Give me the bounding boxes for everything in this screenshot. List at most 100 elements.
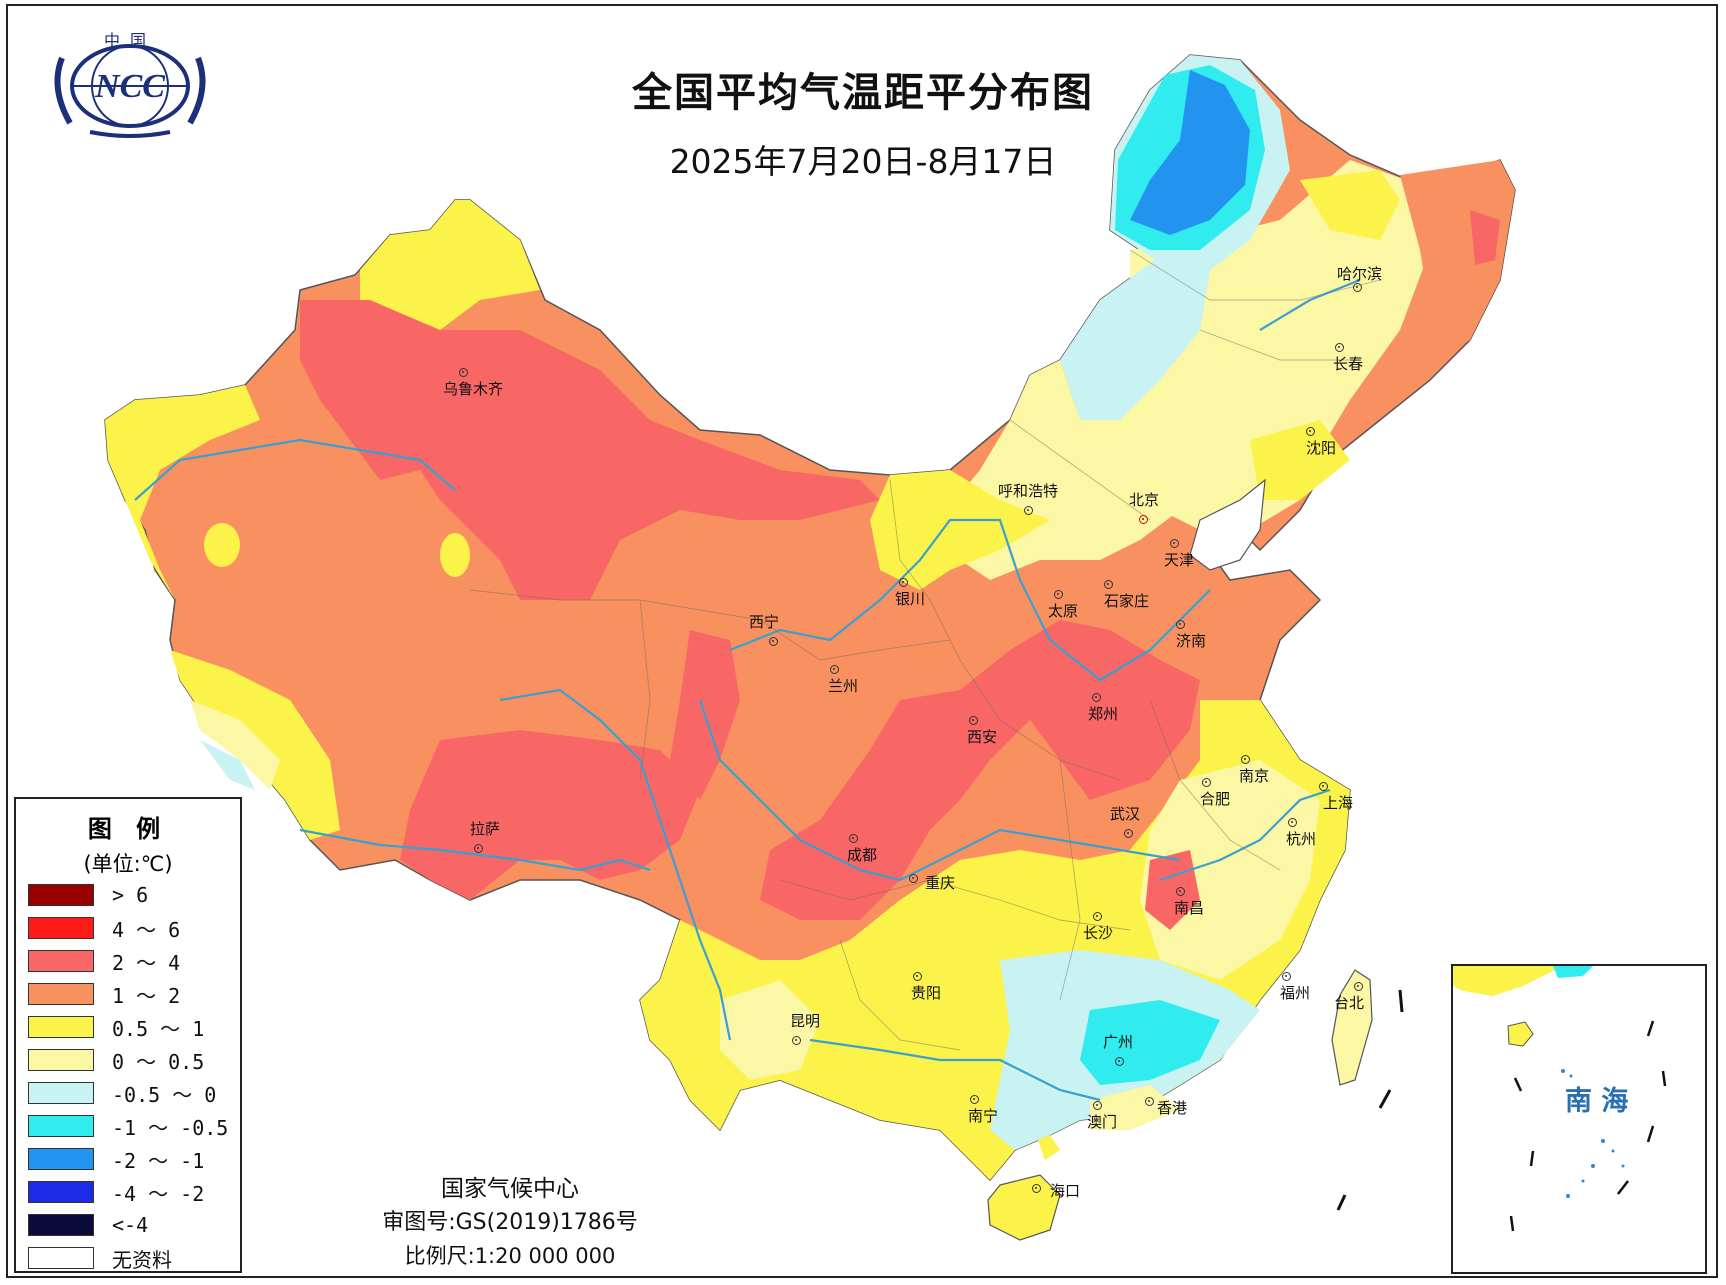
city-marker-icon [1032,1184,1041,1193]
city-label: 沈阳 [1306,439,1337,457]
region-ne-orange [1400,160,1515,360]
city-marker-icon [459,368,468,377]
legend-swatch [28,1181,94,1203]
legend-label: -4 ～ -2 [112,1181,205,1206]
credit-approval: 审图号:GS(2019)1786号 [382,1210,638,1235]
legend-label: -0.5 ～ 0 [112,1082,217,1107]
legend-label: 2 ～ 4 [112,950,181,975]
city-marker-icon [1124,829,1133,838]
legend-swatch [28,1247,94,1269]
city-marker-icon [769,637,778,646]
city-label: 成都 [847,846,878,864]
city-label: 北京 [1129,491,1160,509]
city-label: 哈尔滨 [1337,265,1383,283]
city-label: 太原 [1048,602,1079,620]
city-label: 南昌 [1174,899,1205,917]
legend-item: 0.5 ～ 1 [28,1014,204,1041]
logo-top-text: 中国 [104,31,156,50]
legend: 图 例 (单位:℃) > 6 4 ～ 6 2 ～ 4 1 ～ 2 0.5 ～ 1 0 ～ … [14,797,242,1273]
legend-item: 0 ～ 0.5 [28,1047,204,1074]
legend-label: 1 ～ 2 [112,983,181,1008]
city-marker-icon [913,972,922,981]
city-label: 石家庄 [1104,592,1150,610]
city-marker-icon [1093,912,1102,921]
legend-item: 1 ～ 2 [28,981,181,1008]
legend-item: 2 ～ 4 [28,948,181,975]
province-boundaries [469,249,1381,1051]
city-label: 福州 [1280,984,1311,1002]
city-label: 贵阳 [911,984,942,1002]
city-marker-icon [792,1036,801,1045]
city-label: 乌鲁木齐 [443,380,504,398]
map-title: 全国平均气温距平分布图 [632,70,1094,116]
city-marker-icon [970,1095,979,1104]
city-label: 西安 [967,728,998,746]
legend-swatch [28,1049,94,1071]
island-taiwan [1331,969,1373,1086]
city-marker-icon [474,844,483,853]
city-marker-icon [1176,620,1185,629]
city-marker-icon [1054,590,1063,599]
city-marker-icon [1319,782,1328,791]
city-marker-icon [1241,755,1250,764]
city-label: 长春 [1333,355,1364,373]
city-label: 台北 [1334,994,1365,1012]
city-marker-icon [1093,1101,1102,1110]
legend-label: > 6 [112,883,149,907]
legend-swatch [28,1082,94,1104]
city-marker-icon [1353,283,1362,292]
legend-heading: 图 例 [87,815,169,843]
city-marker-icon [1024,506,1033,515]
city-marker-icon [1354,982,1363,991]
city-label: 昆明 [790,1012,821,1030]
credit-scale: 比例尺:1:20 000 000 [404,1244,616,1268]
city-label: 香港 [1157,1099,1188,1117]
city-marker-icon [1288,818,1297,827]
legend-item: 4 ～ 6 [28,915,180,942]
city-marker-icon [1282,972,1291,981]
maritime-boundary-dashes [1336,989,1404,1211]
south-china-sea-inset: 南 海 [1451,964,1707,1274]
city-marker-icon [830,665,839,674]
city-marker-icon [1145,1097,1154,1106]
legend-swatch [28,950,94,972]
legend-swatch [28,1214,94,1236]
city-label: 广州 [1103,1033,1134,1051]
legend-label: -1 ～ -0.5 [112,1115,229,1140]
city-label: 郑州 [1088,705,1119,723]
legend-label: <-4 [112,1213,149,1237]
legend-unit: (单位:℃) [83,852,173,876]
city-marker-icon [1176,887,1185,896]
legend-label: -2 ～ -1 [112,1148,205,1173]
city-marker-icon [899,578,908,587]
legend-swatch [28,917,94,939]
logo-main-text: NCC [94,68,165,105]
legend-swatch [28,1016,94,1038]
credit-center: 国家气候中心 [441,1176,579,1202]
city-label: 武汉 [1110,805,1141,823]
city-label: 兰州 [828,677,859,695]
city-label: 拉萨 [470,820,501,838]
legend-swatch [28,884,94,906]
legend-label: 无资料 [112,1247,172,1272]
legend-item: -1 ～ -0.5 [28,1113,229,1140]
region-red-tibet [400,730,700,900]
city-marker-icon [969,716,978,725]
city-label: 西宁 [749,613,780,631]
city-marker-icon [1104,580,1113,589]
legend-item: <-4 [28,1212,148,1238]
city-label: 银川 [895,590,926,608]
legend-item: > 6 [28,882,148,908]
city-label: 济南 [1176,632,1207,650]
ncc-logo: NCC 中国 [40,28,220,142]
city-label: 杭州 [1286,830,1317,848]
legend-swatch [28,1115,94,1137]
city-marker-icon [1092,693,1101,702]
city-label: 合肥 [1200,790,1231,808]
city-label: 长沙 [1083,924,1114,942]
city-marker-icon [1335,343,1344,352]
city-marker-icon [1202,778,1211,787]
map-frame [6,4,1718,1278]
region-ne-blue [1130,70,1250,235]
